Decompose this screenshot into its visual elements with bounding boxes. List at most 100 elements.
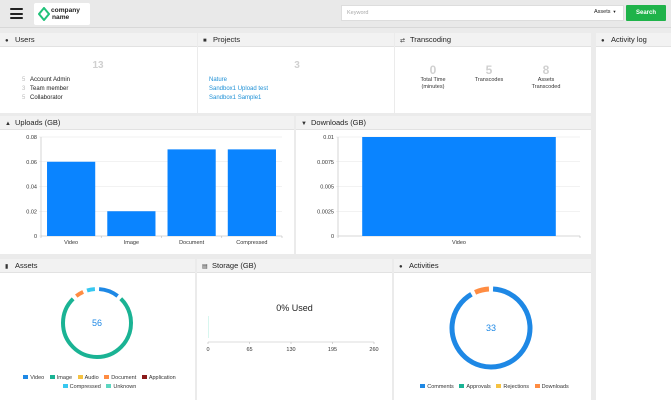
stat-assets-transcoded: 8 Assets Transcoded [531, 63, 561, 91]
legend-image[interactable]: Image [46, 375, 72, 381]
assets-panel: ▮ Assets 56 Video Image Audio Document Ap… [0, 259, 195, 400]
uploads-bar-chart: 0 0.02 0.04 0.06 0.08 Video Image Document Compr… [26, 135, 283, 246]
activity-log-panel: ● Activity log [596, 33, 671, 400]
bar [107, 211, 156, 236]
x-tick-label: 195 [328, 347, 337, 353]
activities-panel: ● Activities 33 Comments Approvals Reject… [394, 259, 591, 400]
legend-application[interactable]: Application [138, 375, 176, 381]
x-tick-label: 65 [246, 347, 252, 353]
upload-icon: ▲ [5, 121, 11, 127]
x-tick-label: Video [452, 240, 466, 246]
top-bar: company name Assets▼ Search [0, 0, 671, 28]
downloads-bar-chart: 0 0.0025 0.005 0.0075 0.01 Video [317, 135, 581, 246]
transcoding-header: ⇄ Transcoding [395, 33, 591, 47]
user-role-row: 3 Team member [22, 86, 69, 92]
activities-donut-chart: 33 [449, 286, 533, 370]
stat-transcodes: 5 Transcodes [474, 63, 504, 84]
user-role-row: 5 Collaborator [22, 95, 63, 101]
uploads-panel: ▲ Uploads (GB) 0 0.02 0.04 0.06 0.08 Video Imag… [0, 116, 294, 254]
x-tick-label: Compressed [236, 240, 267, 246]
downloads-header: ▼ Downloads (GB) [296, 116, 591, 130]
search-scope-dropdown[interactable]: Assets ▼ [594, 9, 617, 15]
users-icon: ● [601, 38, 605, 44]
menu-icon[interactable] [10, 8, 23, 19]
logo-text: company name [51, 7, 80, 21]
donut-segment [98, 287, 119, 298]
bar [362, 137, 556, 236]
legend-comments[interactable]: Comments [416, 384, 454, 390]
search-button[interactable]: Search [626, 5, 666, 21]
donut-segment [449, 286, 533, 370]
user-icon: ● [5, 38, 9, 44]
y-tick-label: 0.0075 [317, 160, 334, 166]
bar [167, 149, 216, 236]
downloads-panel: ▼ Downloads (GB) 0 0.0025 0.005 0.0075 0.01 Vi… [296, 116, 591, 254]
storage-used-label: 0% Used [276, 303, 313, 313]
y-tick-label: 0.01 [323, 135, 334, 141]
activities-header: ● Activities [394, 259, 591, 273]
legend-approvals[interactable]: Approvals [455, 384, 491, 390]
search-input[interactable] [342, 6, 587, 20]
assets-header: ▮ Assets [0, 259, 195, 273]
file-icon: ▮ [5, 264, 9, 270]
y-tick-label: 0 [34, 234, 37, 240]
legend-video[interactable]: Video [19, 375, 44, 381]
x-tick-label: 130 [286, 347, 295, 353]
transcoding-panel: ⇄ Transcoding 0 Total Time (minutes) 5 Tr… [395, 33, 591, 113]
bar [227, 149, 276, 236]
comment-icon: ● [399, 264, 403, 270]
storage-panel: ▤ Storage (GB) 0% Used 0 65 130 195 260 [197, 259, 392, 400]
projects-panel: ■ Projects 3 Nature Sandbox1 Upload test … [198, 33, 394, 113]
chevron-down-icon: ▼ [612, 9, 617, 14]
legend-rejections[interactable]: Rejections [492, 384, 529, 390]
assets-legend: Video Image Audio Document Application [0, 375, 195, 381]
y-tick-label: 0.02 [26, 209, 37, 215]
uploads-header: ▲ Uploads (GB) [0, 116, 294, 130]
y-tick-label: 0.04 [26, 185, 37, 191]
x-tick-label: 260 [369, 347, 378, 353]
x-tick-label: Image [124, 240, 139, 246]
legend-compressed[interactable]: Compressed [59, 384, 101, 390]
donut-segment [474, 286, 490, 295]
activities-legend: Comments Approvals Rejections Downloads [394, 384, 591, 390]
database-icon: ▤ [202, 264, 208, 270]
projects-total: 3 [294, 60, 300, 71]
donut-segment [75, 290, 85, 298]
assets-total-label: 56 [92, 318, 102, 328]
logo-icon [38, 7, 50, 21]
x-tick-label: Document [179, 240, 205, 246]
activities-total-label: 33 [486, 323, 496, 333]
y-tick-label: 0.005 [320, 185, 334, 191]
bar [47, 161, 96, 236]
legend-unknown[interactable]: Unknown [102, 384, 136, 390]
stat-total-time: 0 Total Time (minutes) [420, 63, 446, 91]
x-tick-label: Video [64, 240, 78, 246]
x-tick-label: 0 [206, 347, 209, 353]
assets-donut-chart: 56 [61, 287, 133, 359]
swap-icon: ⇄ [400, 38, 406, 44]
storage-header: ▤ Storage (GB) [197, 259, 392, 273]
search-box: Assets▼ [341, 5, 624, 21]
assets-legend-row2: Compressed Unknown [0, 384, 195, 390]
donut-segment [86, 287, 96, 293]
legend-audio[interactable]: Audio [74, 375, 99, 381]
project-link[interactable]: Sandbox1 Sample1 [209, 95, 262, 101]
activity-log-header: ● Activity log [596, 33, 671, 47]
project-link[interactable]: Nature [209, 77, 228, 83]
y-tick-label: 0.0025 [317, 209, 334, 215]
storage-bar-chart: 0 65 130 195 260 [206, 316, 379, 353]
y-tick-label: 0 [331, 234, 334, 240]
legend-document[interactable]: Document [100, 375, 136, 381]
y-tick-label: 0.08 [26, 135, 37, 141]
users-total: 13 [92, 60, 104, 71]
folder-icon: ■ [203, 38, 207, 44]
users-header: ● Users [0, 33, 197, 47]
projects-header: ■ Projects [198, 33, 394, 47]
legend-downloads[interactable]: Downloads [531, 384, 569, 390]
project-link[interactable]: Sandbox1 Upload test [209, 86, 269, 92]
donut-segment [61, 297, 133, 359]
y-tick-label: 0.06 [26, 160, 37, 166]
company-logo[interactable]: company name [34, 3, 90, 25]
download-icon: ▼ [301, 121, 307, 127]
